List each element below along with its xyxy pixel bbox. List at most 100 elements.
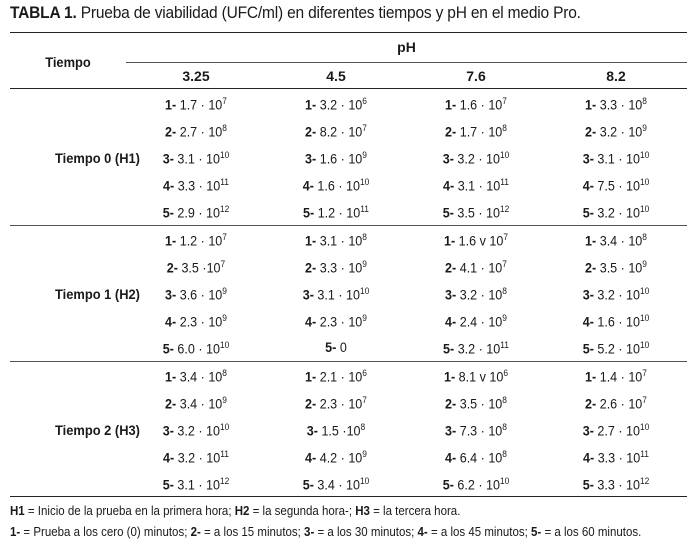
cell-value: 2.4 · 10	[459, 314, 503, 330]
top-rule	[10, 32, 687, 33]
table-cell: 2- 8.2 · 107	[271, 123, 401, 140]
cell-value: 1.7 · 10	[459, 124, 503, 140]
measurement-index: 4-	[163, 178, 178, 194]
measurement-index: 2-	[305, 260, 320, 276]
cell-value: 3.2 · 10	[177, 423, 220, 439]
cell-value: 3.5 ·10	[181, 260, 221, 276]
footnote-key: 4-	[417, 525, 428, 539]
footnote-minutes: 1- = Prueba a los cero (0) minutos; 2- =…	[10, 525, 641, 539]
measurement-index: 2-	[445, 260, 460, 276]
cell-value: 3.3 · 10	[597, 477, 640, 493]
table-cell: 4- 2.3 · 109	[131, 313, 261, 330]
table-cell: 5- 6.0 · 1010	[131, 340, 261, 357]
measurement-index: 3-	[442, 151, 458, 167]
table-cell: 2- 2.6 · 107	[551, 395, 681, 412]
cell-value: 1.7 · 10	[179, 97, 223, 113]
cell-exponent: 9	[222, 395, 227, 405]
table-cell: 1- 8.1 v 106	[411, 368, 541, 385]
measurement-index: 1-	[585, 369, 600, 385]
cell-value: 1.6 · 10	[597, 314, 640, 330]
cell-value: 3.4 · 10	[179, 396, 223, 412]
cell-exponent: 8	[360, 422, 366, 432]
table-cell: 2- 3.5 · 109	[551, 259, 681, 276]
cell-exponent: 8	[642, 232, 647, 242]
cell-value: 2.3 · 10	[319, 396, 363, 412]
measurement-index: 4-	[583, 450, 598, 466]
table-cell: 1- 3.3 · 108	[551, 96, 681, 113]
cell-exponent: 7	[642, 395, 647, 405]
measurement-index: 3-	[302, 287, 318, 303]
row-group-label: Tiempo 2 (H3)	[55, 422, 140, 438]
table-cell: 4- 3.3 · 1011	[131, 177, 261, 194]
cell-exponent: 11	[500, 177, 509, 187]
table-cell: 5- 3.4 · 1010	[271, 476, 401, 493]
table-cell: 2- 3.3 · 109	[271, 259, 401, 276]
footnote-key: 3-	[304, 525, 315, 539]
cell-value: 7.5 · 10	[597, 178, 640, 194]
cell-value: 1.6 · 10	[459, 97, 503, 113]
cell-value: 4.2 · 10	[319, 450, 363, 466]
cell-exponent: 7	[502, 96, 507, 106]
measurement-index: 3-	[165, 287, 180, 303]
cell-exponent: 7	[220, 259, 226, 269]
table-cell: 2- 3.5 · 108	[411, 395, 541, 412]
measurement-index: 1-	[443, 233, 459, 249]
footnote-key: H3	[355, 504, 370, 518]
cell-value: 4.1 · 10	[459, 260, 503, 276]
row-group-label: Tiempo 0 (H1)	[55, 150, 140, 166]
cell-exponent: 8	[362, 232, 367, 242]
table-cell: 3- 3.2 · 1010	[131, 422, 261, 439]
cell-value: 3.1 · 10	[597, 151, 640, 167]
measurement-index: 1-	[443, 369, 459, 385]
cell-value: 1.2 · 10	[317, 205, 361, 221]
column-header-ph: 4.5	[326, 68, 346, 84]
cell-value: 3.5 · 10	[599, 260, 643, 276]
cell-value: 1.4 · 10	[599, 369, 643, 385]
cell-exponent: 7	[362, 395, 367, 405]
cell-exponent: 7	[503, 232, 508, 242]
cell-value: 2.1 · 10	[319, 369, 363, 385]
measurement-index: 3-	[305, 151, 320, 167]
footnote-text: = Inicio de la prueba en la primera hora…	[24, 504, 235, 518]
table-cell: 1- 2.1 · 106	[271, 368, 401, 385]
cell-value: 3.1 · 10	[319, 233, 363, 249]
table-cell: 2- 3.5 ·107	[131, 259, 261, 276]
table-cell: 4- 2.3 · 109	[271, 313, 401, 330]
cell-exponent: 8	[502, 422, 507, 432]
cell-value: 3.1 · 10	[177, 151, 220, 167]
cell-exponent: 9	[502, 313, 507, 323]
cell-exponent: 9	[362, 259, 367, 269]
table-cell: 1- 1.6 · 107	[411, 96, 541, 113]
cell-value: 3.2 · 10	[459, 287, 503, 303]
cell-exponent: 10	[639, 204, 650, 214]
cell-value: 3.2 · 10	[597, 205, 640, 221]
measurement-index: 5-	[303, 205, 318, 221]
cell-value: 1.2 · 10	[179, 233, 223, 249]
cell-value: 3.4 · 10	[599, 233, 643, 249]
measurement-index: 5-	[443, 341, 458, 357]
measurement-index: 2-	[585, 260, 600, 276]
table-cell: 2- 4.1 · 107	[411, 259, 541, 276]
cell-exponent: 11	[640, 449, 649, 459]
cell-value: 3.2 · 10	[457, 341, 501, 357]
footnote-text: = a los 45 minutos;	[427, 525, 532, 539]
table-cell: 3- 2.7 · 1010	[551, 422, 681, 439]
table-cell: 5- 3.1 · 1012	[131, 476, 261, 493]
footnote-key: 1-	[10, 525, 21, 539]
cell-exponent: 9	[362, 150, 367, 160]
table-cell: 1- 1.7 · 107	[131, 96, 261, 113]
measurement-index: 4-	[443, 178, 458, 194]
table-cell: 5- 0	[271, 340, 401, 355]
cell-exponent: 8	[222, 368, 227, 378]
measurement-index: 3-	[582, 287, 598, 303]
group-divider	[10, 361, 687, 362]
footnote-key: H2	[234, 504, 250, 518]
footnote-text: = la segunda hora-;	[249, 504, 356, 518]
column-header-ph: 7.6	[466, 68, 486, 84]
cell-exponent: 10	[359, 476, 370, 486]
measurement-index: 2-	[166, 260, 182, 276]
cell-value: 1.6 v 10	[458, 233, 504, 249]
table-cell: 5- 3.3 · 1012	[551, 476, 681, 493]
measurement-index: 5-	[325, 340, 340, 355]
cell-exponent: 10	[639, 313, 650, 323]
